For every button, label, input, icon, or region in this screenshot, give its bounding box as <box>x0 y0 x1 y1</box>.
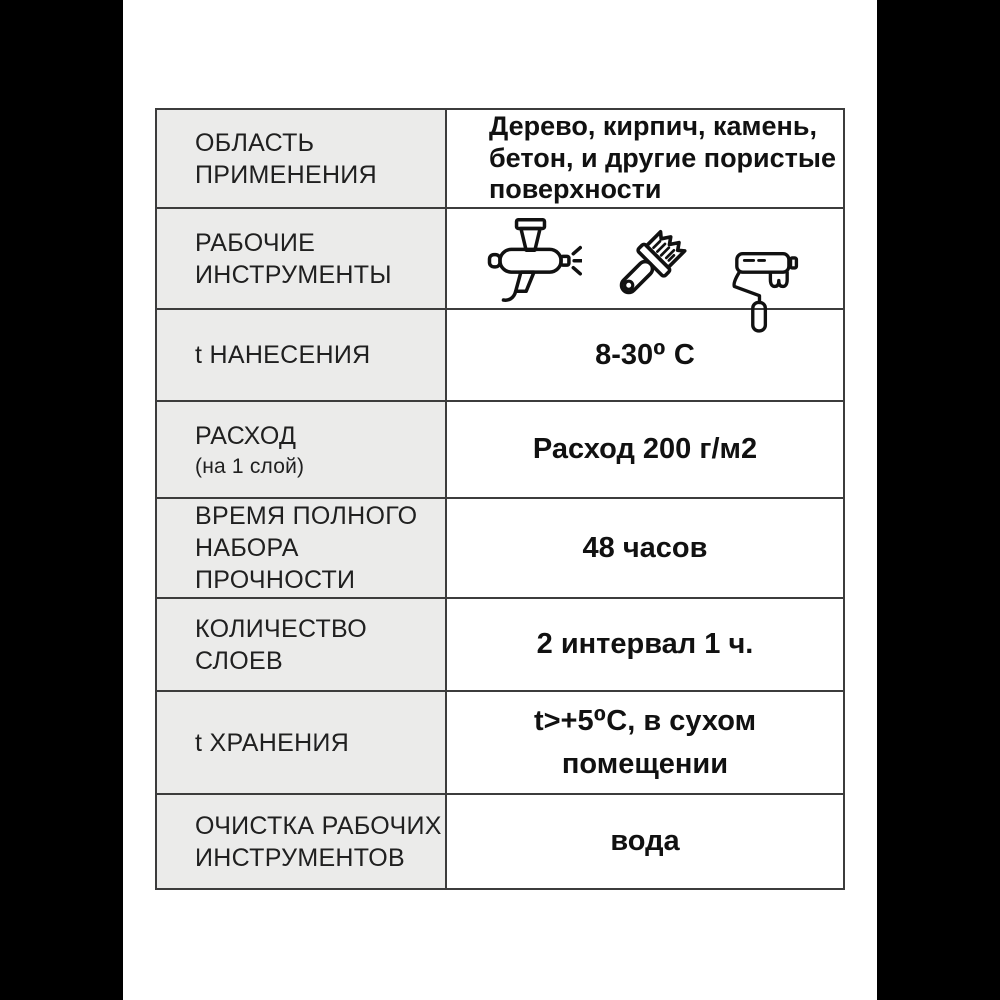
row-work-tools: РАБОЧИЕ ИНСТРУМЕНТЫ <box>157 207 843 333</box>
tools-cleaning-label: ОЧИСТКА РАБОЧИХ ИНСТРУМЕНТОВ <box>195 811 442 872</box>
work-tools-icons-group <box>447 209 843 333</box>
row-tools-cleaning: ОЧИСТКА РАБОЧИХ ИНСТРУМЕНТОВ вода <box>157 793 843 888</box>
layers-count-value-cell: 2 интервал 1 ч. <box>447 599 843 690</box>
paint-roller-icon <box>732 252 799 333</box>
work-tools-label: РАБОЧИЕ ИНСТРУМЕНТЫ <box>195 228 392 289</box>
paint-brush-icon <box>619 230 687 295</box>
curing-time-value-cell: 48 часов <box>447 499 843 597</box>
right-black-bar <box>877 0 1000 1000</box>
consumption-value-cell: Расход 200 г/м2 <box>447 402 843 497</box>
row-consumption: РАСХОД (на 1 слой) Расход 200 г/м2 <box>157 400 843 497</box>
tools-cleaning-label-cell: ОЧИСТКА РАБОЧИХ ИНСТРУМЕНТОВ <box>157 795 447 888</box>
consumption-sublabel: (на 1 слой) <box>195 455 305 478</box>
curing-time-label-cell: ВРЕМЯ ПОЛНОГО НАБОРА ПРОЧНОСТИ <box>157 499 447 597</box>
row-storage-temp: t ХРАНЕНИЯ t>+5⁰C, в сухом помещении <box>157 690 843 793</box>
storage-temp-value: t>+5⁰C, в сухом помещении <box>533 705 757 780</box>
left-black-bar <box>0 0 123 1000</box>
work-tools-label-cell: РАБОЧИЕ ИНСТРУМЕНТЫ <box>157 209 447 308</box>
storage-temp-value-cell: t>+5⁰C, в сухом помещении <box>447 692 843 793</box>
layers-count-label: КОЛИЧЕСТВО СЛОЕВ <box>195 614 367 675</box>
application-area-value-cell: Дерево, кирпич, камень, бетон, и другие … <box>447 110 843 207</box>
application-temp-value-cell: 8-30⁰ C <box>447 310 843 400</box>
consumption-label-cell: РАСХОД (на 1 слой) <box>157 402 447 497</box>
consumption-value: Расход 200 г/м2 <box>532 433 758 466</box>
application-area-label-cell: ОБЛАСТЬ ПРИМЕНЕНИЯ <box>157 110 447 207</box>
spray-gun-icon <box>487 217 582 302</box>
application-temp-value: 8-30⁰ C <box>595 338 695 371</box>
layers-count-label-cell: КОЛИЧЕСТВО СЛОЕВ <box>157 599 447 690</box>
layers-count-value: 2 интервал 1 ч. <box>536 628 754 661</box>
product-spec-panel: ОБЛАСТЬ ПРИМЕНЕНИЯ Дерево, кирпич, камен… <box>123 0 877 1000</box>
row-curing-time: ВРЕМЯ ПОЛНОГО НАБОРА ПРОЧНОСТИ 48 часов <box>157 497 843 597</box>
curing-time-label: ВРЕМЯ ПОЛНОГО НАБОРА ПРОЧНОСТИ <box>195 502 418 594</box>
storage-temp-label-cell: t ХРАНЕНИЯ <box>157 692 447 793</box>
storage-temp-label: t ХРАНЕНИЯ <box>195 728 350 757</box>
tools-cleaning-value: вода <box>610 825 680 858</box>
tools-cleaning-value-cell: вода <box>447 795 843 888</box>
consumption-label: РАСХОД <box>195 422 297 450</box>
curing-time-value: 48 часов <box>582 531 708 564</box>
application-area-label: ОБЛАСТЬ ПРИМЕНЕНИЯ <box>195 128 377 189</box>
row-layers-count: КОЛИЧЕСТВО СЛОЕВ 2 интервал 1 ч. <box>157 597 843 690</box>
application-temp-label: t НАНЕСЕНИЯ <box>195 341 371 369</box>
row-application-area: ОБЛАСТЬ ПРИМЕНЕНИЯ Дерево, кирпич, камен… <box>157 110 843 207</box>
spec-table: ОБЛАСТЬ ПРИМЕНЕНИЯ Дерево, кирпич, камен… <box>155 108 845 890</box>
application-area-value: Дерево, кирпич, камень, бетон, и другие … <box>489 110 836 205</box>
row-application-temp: t НАНЕСЕНИЯ 8-30⁰ C <box>157 308 843 400</box>
application-temp-label-cell: t НАНЕСЕНИЯ <box>157 310 447 400</box>
